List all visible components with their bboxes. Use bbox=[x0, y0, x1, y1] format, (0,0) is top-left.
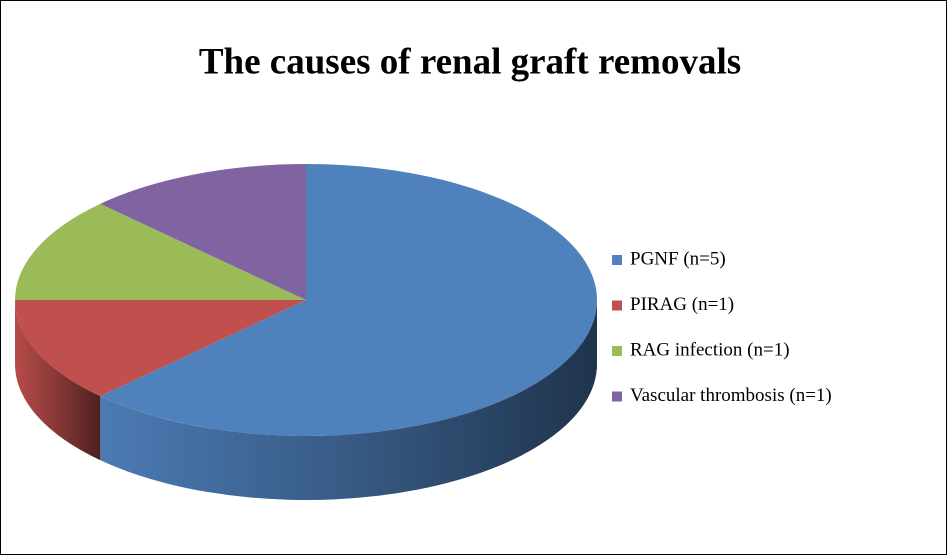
legend-label: RAG infection (n=1) bbox=[630, 339, 790, 360]
pie bbox=[15, 164, 598, 501]
pie-sides bbox=[15, 300, 597, 501]
legend-label: PIRAG (n=1) bbox=[630, 294, 734, 315]
legend-label: PGNF (n=5) bbox=[630, 248, 726, 269]
legend-swatch bbox=[612, 391, 622, 402]
pie-tops bbox=[15, 164, 598, 437]
legend: PGNF (n=5) PIRAG (n=1) RAG infection (n=1)… bbox=[612, 248, 832, 406]
legend-label: Vascular thrombosis (n=1) bbox=[630, 385, 832, 406]
chart-title: The causes of renal graft removals bbox=[199, 41, 741, 82]
legend-swatch bbox=[612, 300, 622, 311]
legend-swatch bbox=[612, 346, 622, 356]
legend-swatch bbox=[612, 255, 622, 265]
slice-side-shade bbox=[100, 300, 597, 501]
pie-slice bbox=[100, 164, 598, 437]
slice-side-shade bbox=[15, 300, 101, 461]
pie-slice bbox=[15, 300, 306, 397]
pie-slice bbox=[100, 164, 306, 300]
pie-slice bbox=[15, 203, 306, 300]
